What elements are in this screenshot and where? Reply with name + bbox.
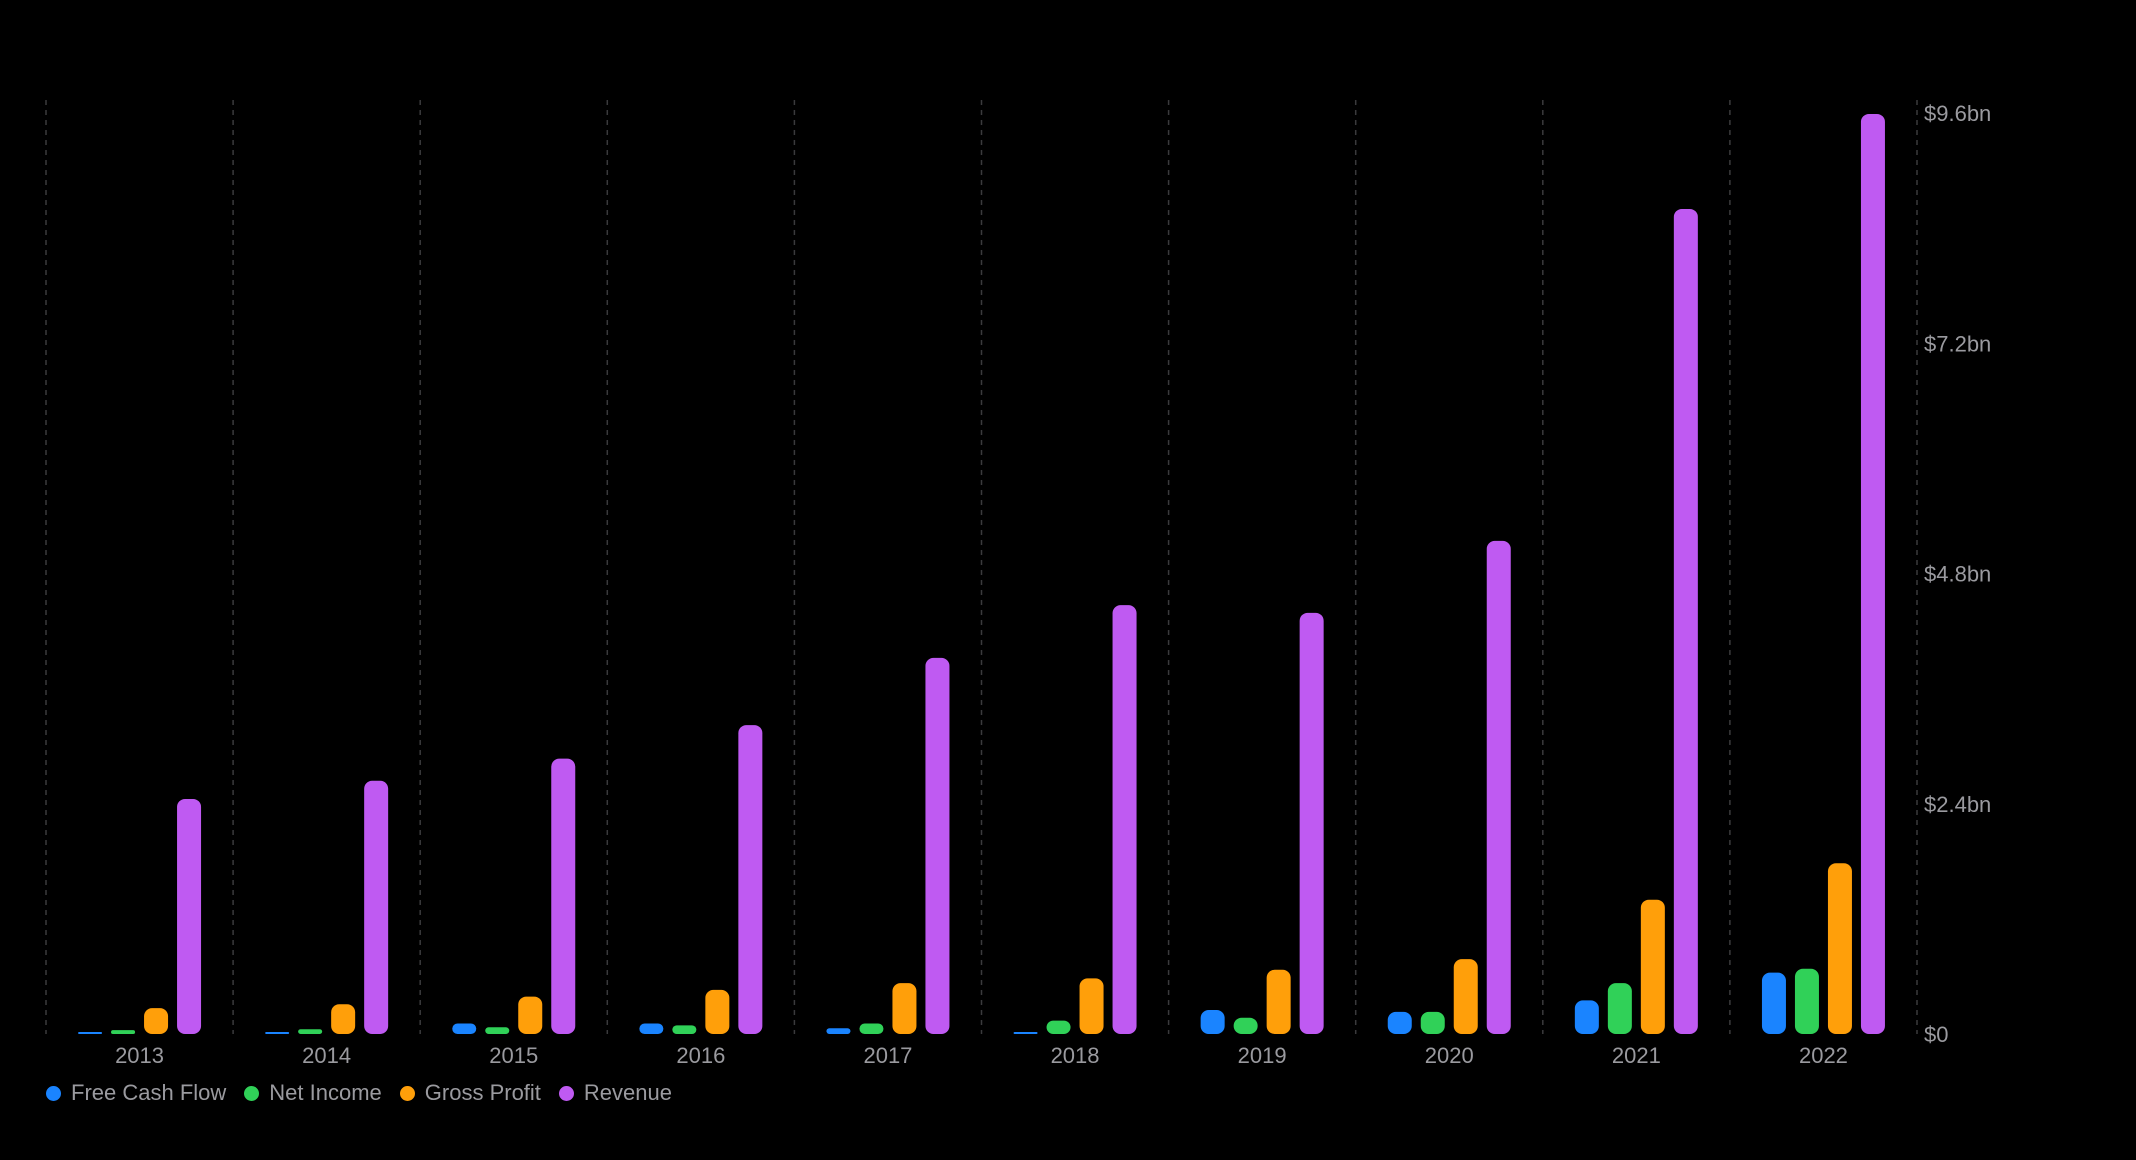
bar-gross-profit-2013[interactable] [144, 1008, 169, 1034]
bar-net-income-2020[interactable] [1420, 1011, 1445, 1034]
x-tick-label-2022: 2022 [1799, 1043, 1848, 1068]
legend: Free Cash Flow Net Income Gross Profit Reve… [46, 1080, 672, 1106]
x-tick-label-2019: 2019 [1238, 1043, 1287, 1068]
x-tick-label-2015: 2015 [489, 1043, 538, 1068]
bar-net-income-2019[interactable] [1233, 1017, 1258, 1034]
x-tick-label-2018: 2018 [1051, 1043, 1100, 1068]
bar-free-cash-flow-2014[interactable] [265, 1032, 290, 1034]
legend-item-revenue[interactable]: Revenue [558, 1080, 672, 1106]
x-tick-label-2017: 2017 [863, 1043, 912, 1068]
bar-free-cash-flow-2015[interactable] [452, 1023, 477, 1034]
bar-free-cash-flow-2016[interactable] [639, 1023, 664, 1034]
bar-net-income-2017[interactable] [859, 1023, 884, 1034]
bar-free-cash-flow-2013[interactable] [78, 1032, 103, 1034]
legend-label: Net Income [269, 1080, 382, 1105]
bar-net-income-2016[interactable] [672, 1025, 697, 1034]
bar-gross-profit-2018[interactable] [1079, 978, 1104, 1034]
bar-net-income-2022[interactable] [1794, 968, 1819, 1034]
bar-revenue-2019[interactable] [1299, 612, 1324, 1034]
legend-label: Free Cash Flow [71, 1080, 227, 1105]
bar-free-cash-flow-2020[interactable] [1387, 1011, 1412, 1034]
bar-revenue-2020[interactable] [1486, 540, 1511, 1034]
legend-label: Revenue [583, 1080, 672, 1105]
bar-gross-profit-2021[interactable] [1640, 899, 1665, 1034]
grid-lines [45, 100, 1918, 1034]
bar-net-income-2018[interactable] [1046, 1020, 1071, 1034]
bar-revenue-2018[interactable] [1112, 605, 1137, 1034]
y-tick-label: $2.4bn [1924, 792, 1991, 817]
bars [78, 113, 1885, 1035]
x-tick-label-2013: 2013 [115, 1043, 164, 1068]
bar-gross-profit-2022[interactable] [1827, 863, 1852, 1034]
bar-gross-profit-2015[interactable] [518, 996, 543, 1034]
legend-item-free-cash-flow[interactable]: Free Cash Flow [46, 1080, 226, 1106]
bar-revenue-2016[interactable] [738, 725, 763, 1034]
y-tick-label: $9.6bn [1924, 101, 1991, 126]
bar-free-cash-flow-2018[interactable] [1013, 1032, 1038, 1034]
bar-free-cash-flow-2022[interactable] [1761, 972, 1786, 1034]
y-tick-label: $4.8bn [1924, 562, 1991, 587]
bar-net-income-2015[interactable] [485, 1027, 510, 1034]
bar-revenue-2015[interactable] [551, 758, 576, 1034]
legend-dot-icon [46, 1085, 61, 1101]
bar-gross-profit-2017[interactable] [892, 983, 917, 1034]
x-tick-label-2021: 2021 [1612, 1043, 1661, 1068]
bar-gross-profit-2014[interactable] [331, 1004, 356, 1034]
legend-item-net-income[interactable]: Net Income [244, 1080, 382, 1106]
y-axis-labels: $0 $2.4bn $4.8bn $7.2bn $9.6bn [1924, 101, 1991, 1047]
y-tick-label: $7.2bn [1924, 331, 1991, 356]
legend-dot-icon [558, 1085, 574, 1101]
legend-dot-icon [244, 1085, 260, 1101]
bar-net-income-2013[interactable] [111, 1030, 136, 1034]
x-tick-label-2014: 2014 [302, 1043, 351, 1068]
bar-free-cash-flow-2019[interactable] [1200, 1010, 1225, 1034]
bar-gross-profit-2020[interactable] [1453, 959, 1478, 1034]
bar-gross-profit-2016[interactable] [705, 989, 730, 1034]
bar-revenue-2014[interactable] [364, 780, 389, 1034]
bar-gross-profit-2019[interactable] [1266, 969, 1291, 1034]
bar-revenue-2022[interactable] [1860, 113, 1885, 1035]
bar-revenue-2021[interactable] [1673, 208, 1698, 1034]
legend-label: Gross Profit [424, 1080, 541, 1105]
x-tick-label-2020: 2020 [1425, 1043, 1474, 1068]
bar-revenue-2017[interactable] [925, 657, 950, 1034]
bar-net-income-2014[interactable] [298, 1029, 323, 1034]
bar-net-income-2021[interactable] [1607, 983, 1632, 1034]
bar-free-cash-flow-2017[interactable] [826, 1028, 851, 1034]
x-tick-label-2016: 2016 [676, 1043, 725, 1068]
y-tick-label: $0 [1924, 1022, 1948, 1047]
legend-dot-icon [399, 1085, 415, 1101]
legend-item-gross-profit[interactable]: Gross Profit [399, 1080, 541, 1106]
x-axis-labels: 2013 2014 2015 2016 2017 2018 2019 2020 2021 2022 [115, 1043, 1848, 1068]
bar-revenue-2013[interactable] [177, 798, 202, 1034]
bar-free-cash-flow-2021[interactable] [1574, 1000, 1599, 1034]
